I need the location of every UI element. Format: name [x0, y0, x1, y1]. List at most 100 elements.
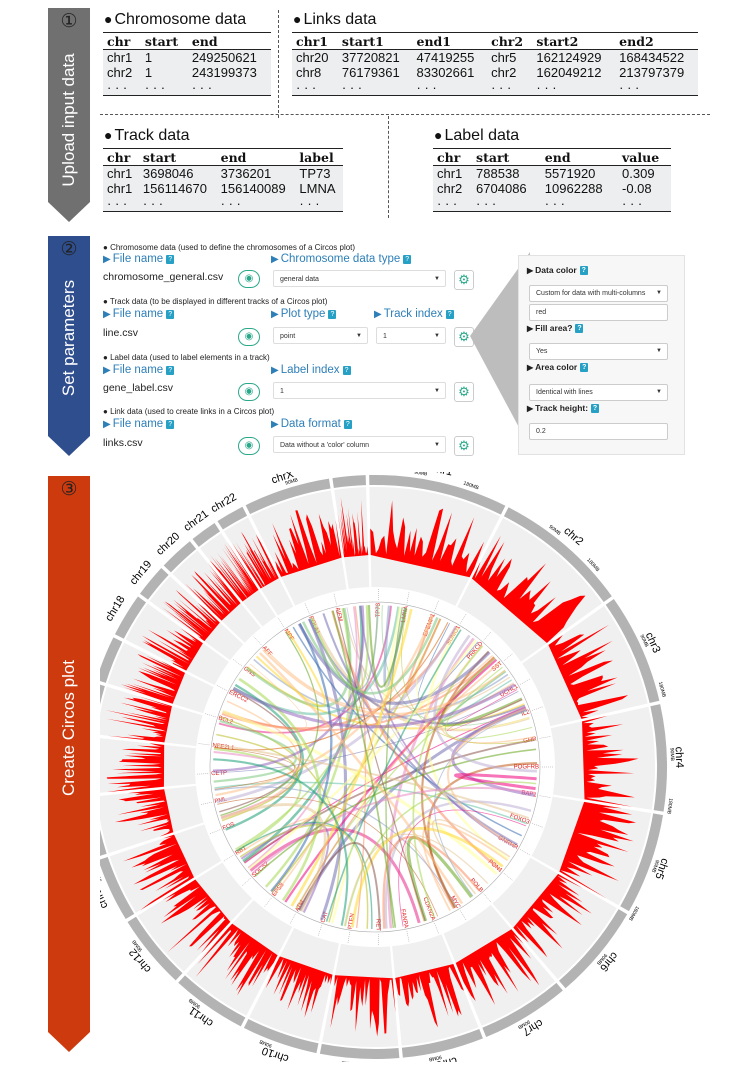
chromosome-data-type-select[interactable]: general data ▼ — [273, 270, 446, 287]
track-area-chr14 — [115, 789, 174, 837]
track-band-chr22 — [223, 517, 294, 616]
link-curve — [367, 605, 407, 688]
divider-vertical-top — [278, 10, 279, 118]
tick-label: 90MB — [668, 748, 675, 762]
track-data-table: chr start end label chr1 3698046 3736201 TP73 … — [103, 148, 343, 212]
ideogram-chr10 — [243, 1018, 319, 1054]
track-height-label: ▶ Track height:? — [527, 403, 600, 413]
gene-connector — [502, 872, 513, 881]
help-icon: ? — [579, 266, 588, 275]
help-icon: ? — [580, 363, 589, 372]
track-preview-eye-icon[interactable]: ◉ — [238, 328, 260, 346]
ideogram-chr13 — [100, 856, 135, 920]
track-area-chrX — [272, 510, 342, 577]
gene-connector — [538, 736, 551, 739]
link-curve — [216, 625, 458, 804]
ideogram-chr21 — [192, 523, 221, 547]
link-curve — [422, 822, 509, 912]
track-area-chr13 — [122, 834, 195, 911]
track-area-chrY — [337, 497, 369, 558]
link-curve — [350, 827, 504, 928]
chevron-down-icon: ▼ — [656, 389, 662, 395]
chevron-down-icon: ▼ — [434, 276, 440, 282]
track-area-chr1 — [370, 500, 485, 578]
chevron-down-icon: ▼ — [656, 348, 662, 354]
data-color-select[interactable]: Custom for data with multi-columns ▼ — [529, 285, 668, 302]
plot-type-select[interactable]: point ▼ — [273, 327, 368, 344]
ideogram-chr6 — [559, 909, 628, 989]
fill-area-label: ▶ Fill area?? — [527, 323, 584, 333]
help-icon: ? — [166, 366, 175, 375]
link-curve — [262, 649, 506, 716]
track-index-select[interactable]: 1 ▼ — [376, 327, 446, 344]
track-area-chr2 — [471, 535, 586, 643]
data-format-select[interactable]: Data without a 'color' column ▼ — [273, 436, 446, 453]
gene-label-FOS: FOS — [222, 822, 236, 832]
help-icon: ? — [166, 310, 175, 319]
chromosome-data-table: chr start end chr1 1 249250621 chr2 1 24319937… — [103, 32, 271, 96]
track-area-chr16 — [105, 696, 172, 743]
label-settings-gear-icon[interactable]: ⚙ — [454, 382, 474, 402]
gene-connector — [223, 854, 235, 862]
gene-connector — [433, 600, 439, 613]
ideogram-chr18 — [114, 596, 147, 639]
gene-connector — [200, 801, 213, 805]
area-color-select[interactable]: Identical with lines ▼ — [529, 384, 668, 401]
label-preview-eye-icon[interactable]: ◉ — [238, 383, 260, 401]
link-params-heading: ● Link data (used to create links in a C… — [103, 407, 275, 416]
link-curve — [290, 608, 413, 907]
track-file-name-label: ▶ File name? — [103, 308, 175, 320]
track-area-chr11 — [195, 923, 278, 996]
track-band-chr8 — [392, 934, 479, 1046]
link-curve — [213, 747, 302, 852]
track-area-chr9 — [330, 975, 396, 1037]
track-height-input[interactable]: 0.2 — [529, 423, 668, 440]
ideogram-chr16 — [100, 684, 105, 705]
fill-area-select[interactable]: Yes ▼ — [529, 343, 668, 360]
label-file-name-label: ▶ File name? — [103, 364, 175, 376]
link-curve — [220, 803, 327, 912]
ideogram-chr4 — [650, 704, 667, 812]
ideogram-chr20 — [163, 541, 197, 573]
ideogram-chr11 — [178, 975, 246, 1027]
track-area-chr15 — [106, 743, 165, 793]
chromosome-preview-eye-icon[interactable]: ◉ — [238, 270, 260, 288]
tick-label: 90MB — [414, 472, 428, 478]
chromosome-data-title: ● Chromosome data — [104, 11, 247, 28]
tick-label: 180MB — [462, 481, 480, 492]
track-area-chr19 — [162, 589, 220, 642]
label-index-label: ▶ Label index? — [271, 364, 351, 376]
label-index-select[interactable]: 1 ▼ — [273, 382, 446, 399]
link-preview-eye-icon[interactable]: ◉ — [238, 437, 260, 455]
track-data-title: ● Track data — [104, 127, 190, 144]
chevron-down-icon: ▼ — [434, 388, 440, 394]
tick-label: 180MB — [665, 798, 673, 815]
gene-connector — [198, 743, 211, 746]
track-file-name-value: line.csv — [103, 327, 139, 339]
gene-label-BCL2: BCL2 — [217, 716, 234, 726]
chromosome-file-name-label: ▶ File name? — [103, 253, 175, 265]
help-icon: ? — [328, 310, 337, 319]
link-settings-gear-icon[interactable]: ⚙ — [454, 436, 474, 456]
link-curve — [404, 840, 454, 922]
link-curve — [331, 610, 397, 928]
help-icon: ? — [342, 366, 351, 375]
gene-connector — [459, 909, 467, 921]
gene-connector — [347, 931, 351, 943]
gene-label-RET: RET — [374, 919, 380, 931]
help-icon: ? — [166, 255, 175, 264]
gene-connector — [482, 892, 492, 903]
chevron-down-icon: ▼ — [434, 442, 440, 448]
step-2-arrow — [48, 236, 90, 456]
step-3-label: Create Circos plot — [59, 659, 78, 797]
data-color-input[interactable]: red — [529, 304, 668, 321]
chevron-down-icon: ▼ — [656, 290, 662, 296]
chromosome-settings-gear-icon[interactable]: ⚙ — [454, 270, 474, 290]
link-curve — [447, 689, 523, 732]
track-area-chr22 — [232, 531, 279, 589]
link-curve — [404, 615, 442, 693]
tick-label: 180MB — [657, 681, 667, 699]
gene-connector — [264, 897, 273, 907]
link-file-name-label: ▶ File name? — [103, 418, 175, 430]
link-curve — [335, 609, 426, 922]
